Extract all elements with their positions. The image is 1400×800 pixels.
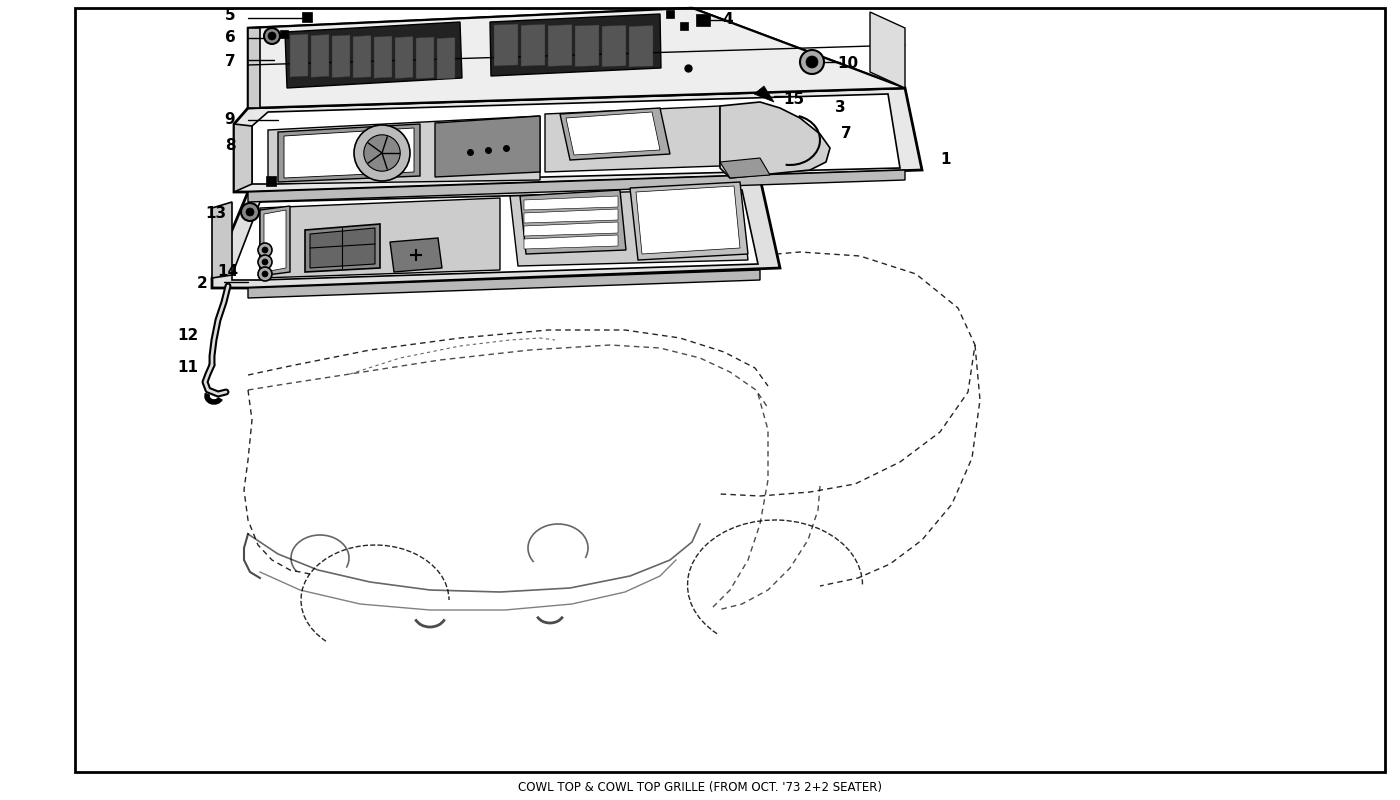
Polygon shape [416, 37, 434, 78]
Text: 7: 7 [224, 54, 235, 70]
Polygon shape [545, 106, 720, 172]
Polygon shape [248, 28, 260, 108]
Bar [680, 22, 687, 30]
Polygon shape [305, 224, 379, 272]
Polygon shape [524, 222, 617, 236]
Polygon shape [510, 188, 748, 266]
Polygon shape [267, 116, 540, 184]
Polygon shape [260, 198, 500, 278]
Polygon shape [309, 228, 375, 268]
Polygon shape [248, 170, 904, 202]
Circle shape [241, 203, 259, 221]
Text: 8: 8 [224, 138, 235, 154]
Polygon shape [232, 190, 757, 280]
Circle shape [265, 28, 280, 44]
Polygon shape [435, 116, 540, 177]
Text: 6: 6 [224, 30, 235, 46]
Text: 11: 11 [178, 361, 199, 375]
Polygon shape [494, 24, 518, 66]
Polygon shape [311, 34, 329, 78]
Bar [666, 10, 673, 18]
Text: 9: 9 [224, 113, 235, 127]
Polygon shape [248, 8, 904, 108]
Text: 13: 13 [206, 206, 227, 222]
Polygon shape [602, 26, 626, 66]
Polygon shape [353, 35, 371, 78]
Text: 7: 7 [840, 126, 851, 142]
Bar [280, 30, 288, 38]
Circle shape [364, 134, 400, 171]
Polygon shape [490, 14, 661, 76]
Bar [266, 176, 276, 186]
Text: 2: 2 [196, 277, 207, 291]
Polygon shape [437, 38, 455, 79]
Polygon shape [720, 102, 830, 178]
Circle shape [267, 32, 276, 40]
Polygon shape [248, 270, 760, 298]
Polygon shape [284, 128, 414, 178]
Polygon shape [234, 88, 923, 192]
Circle shape [806, 56, 818, 68]
Polygon shape [248, 8, 904, 108]
Circle shape [258, 267, 272, 281]
Text: COWL TOP & COWL TOP GRILLE (FROM OCT. '73 2+2 SEATER): COWL TOP & COWL TOP GRILLE (FROM OCT. '7… [518, 782, 882, 794]
Polygon shape [286, 22, 462, 88]
Polygon shape [575, 25, 599, 66]
Circle shape [262, 247, 267, 253]
Text: 4: 4 [722, 11, 734, 26]
Polygon shape [252, 94, 900, 184]
Polygon shape [869, 12, 904, 88]
Polygon shape [211, 178, 780, 288]
Polygon shape [755, 86, 774, 102]
Text: 10: 10 [837, 57, 858, 71]
Polygon shape [290, 34, 308, 77]
Circle shape [799, 50, 825, 74]
Polygon shape [391, 238, 442, 272]
Text: 15: 15 [784, 93, 805, 107]
Polygon shape [636, 186, 741, 254]
Circle shape [354, 125, 410, 181]
Bar [302, 12, 312, 22]
Circle shape [258, 255, 272, 269]
Polygon shape [265, 210, 286, 272]
Polygon shape [521, 24, 545, 66]
Polygon shape [211, 202, 232, 278]
Text: 14: 14 [217, 265, 238, 279]
Text: 3: 3 [834, 101, 846, 115]
Polygon shape [547, 25, 573, 66]
Polygon shape [260, 206, 290, 276]
Text: 5: 5 [224, 9, 235, 23]
Polygon shape [524, 209, 617, 223]
Circle shape [258, 243, 272, 257]
Circle shape [262, 259, 267, 265]
Polygon shape [566, 112, 659, 155]
Circle shape [246, 208, 253, 216]
Polygon shape [524, 235, 617, 249]
Polygon shape [560, 108, 671, 160]
Polygon shape [720, 158, 770, 178]
Bar [696, 14, 710, 26]
Text: 1: 1 [941, 153, 951, 167]
Text: 12: 12 [178, 329, 199, 343]
Polygon shape [279, 124, 420, 182]
Polygon shape [629, 26, 652, 67]
Polygon shape [332, 35, 350, 78]
Polygon shape [630, 182, 748, 260]
Circle shape [262, 271, 267, 277]
Polygon shape [234, 124, 252, 192]
Polygon shape [519, 190, 626, 254]
Polygon shape [395, 37, 413, 78]
Polygon shape [374, 36, 392, 78]
Polygon shape [524, 196, 617, 210]
